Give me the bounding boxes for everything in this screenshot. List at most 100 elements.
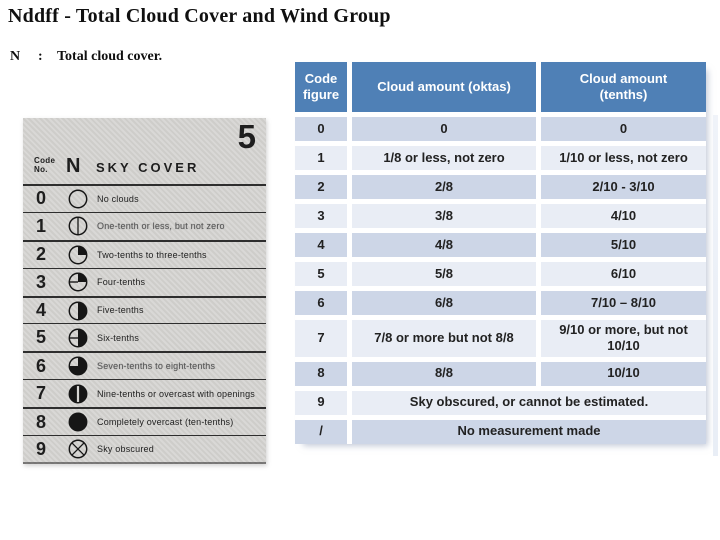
sky-cover-code: 5 — [35, 327, 46, 348]
sky-cover-code: 8 — [35, 411, 46, 432]
cell-merged-description: No measurement made — [352, 419, 706, 444]
cell-oktas: 8/8 — [352, 361, 536, 386]
sky-cover-row: 2 Two-tenths to three-tenths — [23, 239, 266, 268]
sky-cover-code: 6 — [35, 355, 46, 376]
sky-cover-row: 3 Four-tenths — [23, 267, 266, 296]
sky-cover-code: 1 — [35, 215, 46, 236]
sky-cover-code: 2 — [35, 244, 46, 265]
circle-quarter-hline-icon — [59, 271, 97, 293]
cell-code-figure: 8 — [295, 361, 347, 386]
sky-cover-chart-header: Code No. N SKY COVER 5 — [23, 118, 266, 184]
circle-empty-icon — [59, 188, 97, 210]
sky-cover-label: Nine-tenths or overcast with openings — [97, 388, 255, 399]
table-row: 6 6/8 7/10 – 8/10 — [295, 291, 706, 315]
sky-cover-rows: 0 No clouds 1 One-tenth or less, but not ze… — [23, 184, 266, 463]
cell-tenths: 2/10 - 3/10 — [541, 175, 706, 199]
table-row: 9 Sky obscured, or cannot be estimated. — [295, 390, 706, 415]
sky-cover-label: Completely overcast (ten-tenths) — [97, 416, 234, 427]
sky-cover-label: Six-tenths — [97, 332, 140, 343]
circle-three-quarters-icon — [59, 355, 97, 377]
cell-code-figure: 4 — [295, 233, 347, 257]
chart-symbol-letter: N — [66, 155, 81, 177]
page-title: Nddff - Total Cloud Cover and Wind Group — [8, 5, 391, 27]
subtitle: N : Total cloud cover. — [10, 49, 162, 65]
sky-cover-row: 5 Six-tenths — [23, 323, 266, 351]
subtitle-text: Total cloud cover. — [57, 49, 163, 64]
cell-code-figure: 3 — [295, 204, 347, 228]
circle-quarter-icon — [59, 244, 97, 266]
table-row: 4 4/8 5/10 — [295, 233, 706, 257]
sky-cover-row: 6 Seven-tenths to eight-tenths — [23, 351, 266, 379]
table-row: 1 1/8 or less, not zero 1/10 or less, not … — [295, 146, 706, 170]
cell-tenths: 5/10 — [541, 233, 706, 257]
sky-cover-label: One-tenth or less, but not zero — [97, 221, 225, 232]
cell-tenths: 0 — [541, 117, 706, 141]
sky-cover-row: 9 Sky obscured — [23, 435, 266, 463]
cell-code-figure: 9 — [295, 390, 347, 415]
cell-code-figure: 6 — [295, 291, 347, 315]
table-reflection-strip — [713, 115, 718, 456]
column-header-tenths: Cloud amount (tenths) — [541, 62, 706, 112]
cell-code-figure: 7 — [295, 320, 347, 357]
circle-crossed-icon — [59, 438, 97, 460]
sky-cover-label: Sky obscured — [97, 444, 154, 455]
sky-cover-code: 3 — [35, 271, 46, 292]
cell-oktas: 3/8 — [352, 204, 536, 228]
sky-cover-label: Five-tenths — [97, 305, 144, 316]
sky-cover-row: 7 Nine-tenths or overcast with openings — [23, 379, 266, 407]
table-row: 7 7/8 or more but not 8/8 9/10 or more, bu… — [295, 320, 706, 357]
table-row: 5 5/8 6/10 — [295, 262, 706, 286]
sky-cover-code: 7 — [35, 383, 46, 404]
column-header-code-figure: Code figure — [295, 62, 347, 112]
circle-half-icon — [59, 300, 97, 322]
circle-vertical-line-icon — [59, 215, 97, 237]
cell-merged-description: Sky obscured, or cannot be estimated. — [352, 390, 706, 415]
sky-cover-label: Two-tenths to three-tenths — [97, 249, 207, 260]
chart-title: SKY COVER — [96, 160, 200, 175]
sky-cover-code: 0 — [35, 188, 46, 209]
table-row: / No measurement made — [295, 419, 706, 444]
table-header-row: Code figure Cloud amount (oktas) Cloud a… — [295, 62, 706, 112]
cell-code-figure: 5 — [295, 262, 347, 286]
sky-cover-row: 0 No clouds — [23, 184, 266, 212]
cell-tenths: 4/10 — [541, 204, 706, 228]
code-no-label: Code No. — [34, 155, 56, 175]
cell-oktas: 1/8 or less, not zero — [352, 146, 536, 170]
sky-cover-label: Seven-tenths to eight-tenths — [97, 361, 216, 372]
subtitle-separator: : — [38, 49, 43, 64]
cell-oktas: 4/8 — [352, 233, 536, 257]
cell-oktas: 6/8 — [352, 291, 536, 315]
circle-half-hline-icon — [59, 327, 97, 349]
sky-cover-code: 9 — [35, 438, 46, 459]
cell-oktas: 0 — [352, 117, 536, 141]
sky-cover-label: Four-tenths — [97, 276, 146, 287]
sky-cover-row: 8 Completely overcast (ten-tenths) — [23, 407, 266, 435]
column-header-oktas: Cloud amount (oktas) — [352, 62, 536, 112]
sky-cover-code: 4 — [35, 300, 46, 320]
cell-tenths: 6/10 — [541, 262, 706, 286]
cell-code-figure: 1 — [295, 146, 347, 170]
circle-filled-icon — [59, 411, 97, 433]
chart-page-number: 5 — [237, 118, 256, 155]
cell-oktas: 2/8 — [352, 175, 536, 199]
cell-code-figure: 2 — [295, 175, 347, 199]
cloud-amount-table: Code figure Cloud amount (oktas) Cloud a… — [295, 62, 706, 444]
table-row: 2 2/8 2/10 - 3/10 — [295, 175, 706, 199]
cell-tenths: 9/10 or more, but not 10/10 — [541, 320, 706, 357]
sky-cover-label: No clouds — [97, 193, 139, 204]
cell-code-figure: 0 — [295, 117, 347, 141]
table-row: 8 8/8 10/10 — [295, 361, 706, 386]
sky-cover-row: 4 Five-tenths — [23, 295, 266, 324]
sky-cover-row: 1 One-tenth or less, but not zero — [23, 211, 266, 240]
subtitle-symbol: N — [10, 49, 21, 64]
cell-code-figure: / — [295, 419, 347, 444]
cell-oktas: 5/8 — [352, 262, 536, 286]
sky-cover-chart-image: Code No. N SKY COVER 5 0 No clouds 1 One-ten… — [23, 118, 266, 464]
circle-filled-stripe-icon — [59, 383, 97, 405]
table-body: 0 0 0 1 1/8 or less, not zero 1/10 or less, n… — [295, 117, 706, 444]
cell-tenths: 1/10 or less, not zero — [541, 146, 706, 170]
table-row: 3 3/8 4/10 — [295, 204, 706, 228]
cell-tenths: 10/10 — [541, 361, 706, 386]
cell-oktas: 7/8 or more but not 8/8 — [352, 320, 536, 357]
